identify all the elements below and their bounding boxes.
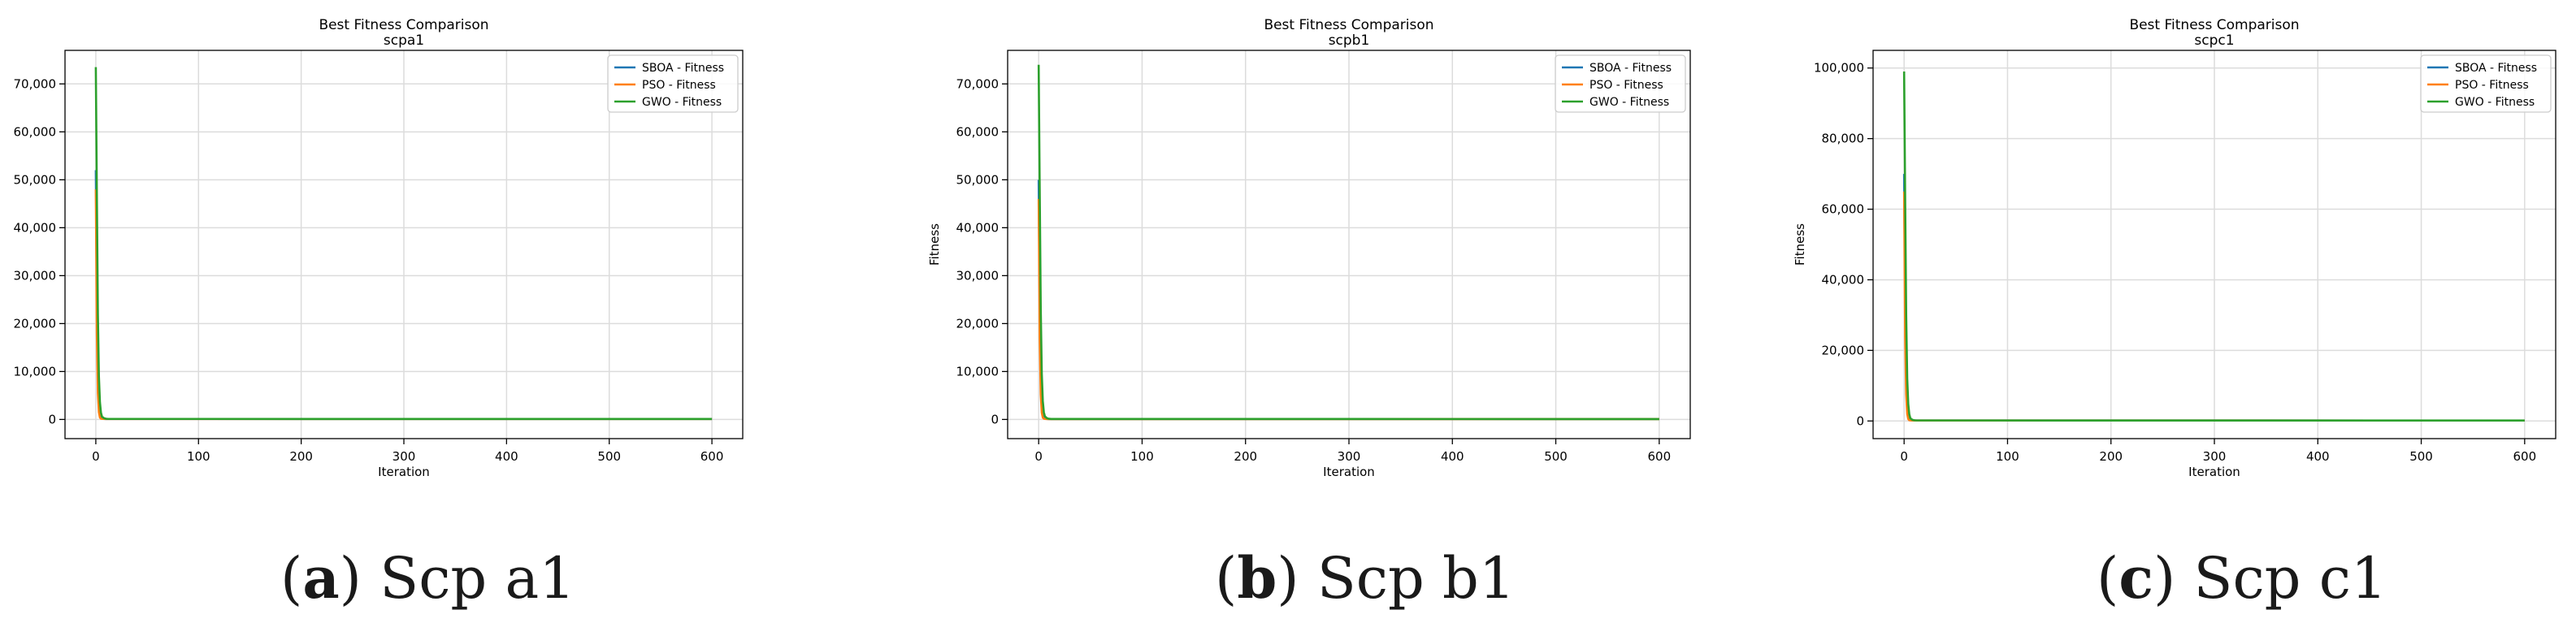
legend: SBOA - Fitness PSO - Fitness GWO - Fitness — [607, 54, 739, 113]
x-tick-label: 600 — [2513, 449, 2536, 464]
y-tick-label: 50,000 — [14, 172, 57, 187]
caption-letter: a — [302, 544, 340, 612]
caption-letter: c — [2118, 544, 2153, 612]
x-axis-label: Iteration — [2188, 465, 2240, 479]
series-line — [1037, 64, 1659, 421]
y-tick-label: 0 — [991, 412, 999, 426]
y-tick-label: 50,000 — [956, 172, 1000, 187]
x-tick-label: 600 — [1647, 449, 1671, 464]
x-tick-label: 100 — [187, 449, 210, 464]
x-tick-label: 500 — [2409, 449, 2433, 464]
legend-label: SBOA - Fitness — [1589, 62, 1672, 75]
x-axis-label: Iteration — [1323, 465, 1375, 479]
x-tick-label: 400 — [495, 449, 518, 464]
legend: SBOA - Fitness PSO - Fitness GWO - Fitness — [1555, 54, 1686, 113]
y-axis-label: Fitness — [1793, 223, 1807, 266]
chart-subtitle: scpa1 — [384, 32, 424, 49]
x-tick-label: 300 — [392, 449, 416, 464]
y-tick-label: 100,000 — [1814, 61, 1864, 76]
series-line — [1902, 71, 2525, 422]
legend-label: GWO - Fitness — [642, 96, 722, 109]
x-tick-label: 0 — [1034, 449, 1043, 464]
x-tick-label: 100 — [1130, 449, 1154, 464]
x-tick-label: 400 — [2306, 449, 2330, 464]
y-tick-label: 40,000 — [956, 220, 1000, 235]
y-tick-label: 20,000 — [956, 316, 1000, 331]
caption-text: Scp a1 — [361, 545, 575, 612]
x-tick-label: 200 — [1234, 449, 1257, 464]
y-tick-label: 20,000 — [14, 316, 57, 331]
x-tick-label: 0 — [92, 449, 100, 464]
x-tick-label: 200 — [2099, 449, 2123, 464]
x-tick-label: 200 — [289, 449, 313, 464]
chart-title: Best Fitness Comparison — [319, 17, 488, 33]
chart-subtitle: scpc1 — [2194, 32, 2234, 49]
caption-a: (a) Scp a1 — [280, 544, 575, 612]
chart-title: Best Fitness Comparison — [2129, 17, 2299, 33]
legend-label: PSO - Fitness — [642, 79, 716, 92]
y-tick-label: 30,000 — [14, 268, 57, 283]
x-tick-label: 400 — [1441, 449, 1464, 464]
y-tick-label: 10,000 — [14, 364, 57, 379]
legend-label: GWO - Fitness — [2455, 96, 2535, 109]
legend-box — [2420, 54, 2552, 113]
x-tick-label: 0 — [1900, 449, 1908, 464]
chart-title: Best Fitness Comparison — [1264, 17, 1433, 33]
x-tick-label: 300 — [2203, 449, 2227, 464]
y-tick-label: 60,000 — [956, 124, 1000, 139]
y-tick-label: 0 — [48, 412, 56, 426]
y-tick-label: 60,000 — [14, 124, 57, 139]
legend: SBOA - Fitness PSO - Fitness GWO - Fitness — [2420, 54, 2552, 113]
y-tick-label: 10,000 — [956, 364, 1000, 379]
caption-text: Scp c1 — [2175, 545, 2387, 612]
x-tick-label: 600 — [700, 449, 724, 464]
chart-subtitle: scpb1 — [1329, 32, 1370, 49]
legend-box — [607, 54, 739, 113]
x-tick-label: 500 — [597, 449, 621, 464]
y-tick-label: 60,000 — [1822, 202, 1865, 217]
y-axis-label: Fitness — [927, 223, 942, 266]
x-tick-label: 100 — [1996, 449, 2019, 464]
y-tick-label: 20,000 — [1822, 343, 1865, 357]
y-tick-label: 30,000 — [956, 268, 1000, 283]
legend-label: PSO - Fitness — [2455, 79, 2529, 92]
series-line — [94, 67, 713, 421]
x-tick-label: 300 — [1338, 449, 1361, 464]
legend-label: SBOA - Fitness — [2455, 62, 2537, 75]
caption-c: (c) Scp c1 — [2097, 544, 2387, 612]
y-tick-label: 80,000 — [1822, 132, 1865, 146]
x-tick-label: 500 — [1544, 449, 1568, 464]
y-tick-label: 0 — [1856, 413, 1864, 428]
caption-b: (b) Scp b1 — [1215, 544, 1516, 612]
legend-label: PSO - Fitness — [1589, 79, 1663, 92]
legend-label: GWO - Fitness — [1589, 96, 1669, 109]
legend-label: SBOA - Fitness — [642, 62, 724, 75]
caption-text: Scp b1 — [1299, 545, 1516, 612]
y-tick-label: 70,000 — [956, 76, 1000, 91]
x-axis-label: Iteration — [378, 465, 430, 479]
y-tick-label: 40,000 — [14, 220, 57, 235]
y-tick-label: 40,000 — [1822, 272, 1865, 287]
caption-letter: b — [1237, 544, 1277, 612]
legend-box — [1555, 54, 1686, 113]
y-tick-label: 70,000 — [14, 76, 57, 91]
